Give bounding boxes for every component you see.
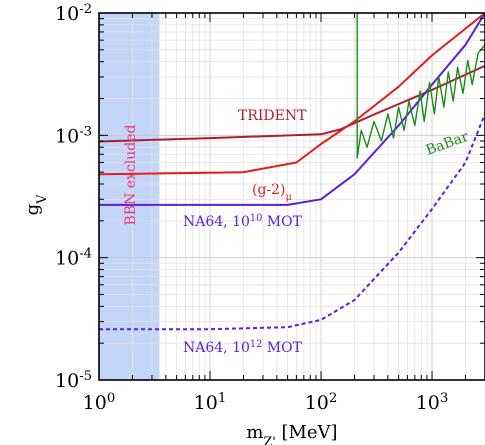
y-tick-label: 10-3 <box>55 124 92 148</box>
x-tick-label: 100 <box>83 391 116 415</box>
na64-1e10-label: NA64, 1010 MOT <box>183 213 303 231</box>
y-tick-label: 10-2 <box>55 2 92 26</box>
na64-1e12-label: NA64, 1012 MOT <box>183 339 303 357</box>
trident-curve <box>98 64 485 143</box>
g-2-mu-curve <box>98 12 485 176</box>
x-tick-label: 103 <box>416 391 449 415</box>
plot-frame <box>98 12 485 381</box>
bbn-excluded-label: BBN excluded <box>123 124 139 225</box>
trident-label: TRIDENT <box>238 108 307 124</box>
x-tick-label: 102 <box>305 391 338 415</box>
y-tick-label: 10-4 <box>55 246 92 270</box>
g-2-mu-label: (g-2)μ <box>252 182 293 203</box>
na64-1e12-curve <box>99 113 485 331</box>
y-axis-label: gV <box>22 194 49 216</box>
y-tick-label: 10-5 <box>55 369 92 393</box>
babar-curve <box>356 13 485 159</box>
x-tick-label: 101 <box>194 391 227 415</box>
x-axis-label: mZ' [MeV] <box>246 422 337 445</box>
na64-1e10-curve <box>99 12 485 206</box>
bbn-excluded-region <box>99 13 160 380</box>
